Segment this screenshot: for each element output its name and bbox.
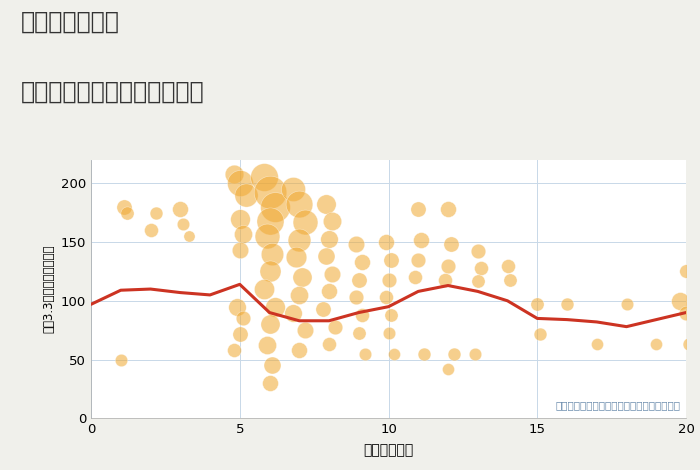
Point — [267, 250, 278, 258]
Point — [228, 346, 239, 354]
Point — [294, 201, 305, 208]
Point — [237, 230, 248, 237]
Point — [288, 309, 299, 316]
Point — [183, 233, 195, 240]
Point — [561, 301, 573, 308]
Point — [258, 174, 269, 181]
Point — [675, 297, 686, 305]
Point — [326, 270, 337, 277]
X-axis label: 駅距離（分）: 駅距離（分） — [363, 443, 414, 457]
Point — [353, 276, 364, 283]
Point — [413, 256, 424, 263]
Point — [440, 276, 451, 283]
Point — [175, 205, 186, 213]
Point — [416, 236, 427, 243]
Point — [472, 248, 483, 255]
Point — [383, 329, 394, 337]
Point — [264, 321, 275, 328]
Point — [356, 311, 368, 319]
Point — [359, 350, 370, 357]
Point — [321, 252, 332, 260]
Point — [270, 303, 281, 311]
Point — [445, 241, 456, 248]
Point — [326, 217, 337, 225]
Point — [264, 379, 275, 387]
Point — [231, 303, 242, 311]
Point — [228, 170, 239, 178]
Point — [350, 241, 361, 248]
Point — [317, 306, 328, 313]
Point — [442, 262, 454, 269]
Point — [294, 236, 305, 243]
Point — [532, 301, 543, 308]
Point — [323, 340, 335, 348]
Point — [380, 293, 391, 301]
Point — [410, 274, 421, 281]
Point — [234, 330, 246, 337]
Text: 円の大きさは、取引のあった物件面積を示す: 円の大きさは、取引のあった物件面積を示す — [555, 400, 680, 411]
Point — [353, 329, 364, 337]
Point — [300, 218, 311, 226]
Point — [356, 258, 368, 266]
Point — [386, 311, 397, 319]
Point — [234, 215, 246, 222]
Point — [472, 277, 483, 284]
Point — [261, 342, 272, 349]
Point — [321, 201, 332, 208]
Point — [350, 293, 361, 301]
Point — [389, 350, 400, 357]
Point — [329, 323, 340, 330]
Point — [591, 340, 602, 348]
Point — [264, 217, 275, 225]
Point — [413, 205, 424, 213]
Text: 大阪府樟葉駅の: 大阪府樟葉駅の — [21, 9, 120, 33]
Point — [505, 276, 516, 283]
Point — [380, 238, 391, 246]
Point — [264, 268, 275, 275]
Point — [323, 235, 335, 243]
Point — [535, 330, 546, 337]
Point — [442, 365, 454, 373]
Y-axis label: 坪（3.3㎡）単価（万円）: 坪（3.3㎡）単価（万円） — [42, 245, 55, 333]
Point — [258, 285, 269, 293]
Point — [448, 350, 459, 357]
Point — [442, 205, 454, 213]
Point — [383, 276, 394, 283]
Point — [121, 209, 132, 216]
Point — [294, 291, 305, 299]
Point — [621, 301, 632, 308]
Point — [683, 340, 694, 348]
Point — [290, 254, 302, 261]
Point — [150, 209, 162, 216]
Point — [288, 185, 299, 193]
Point — [469, 350, 480, 357]
Point — [267, 362, 278, 369]
Point — [323, 288, 335, 295]
Point — [680, 268, 692, 275]
Point — [297, 274, 308, 281]
Point — [680, 309, 692, 316]
Point — [264, 188, 275, 196]
Point — [261, 233, 272, 240]
Point — [475, 264, 486, 272]
Point — [386, 256, 397, 263]
Point — [300, 326, 311, 334]
Point — [270, 203, 281, 211]
Point — [145, 227, 156, 234]
Text: 駅距離別中古マンション価格: 駅距離別中古マンション価格 — [21, 80, 204, 104]
Point — [115, 356, 126, 363]
Point — [234, 180, 246, 187]
Point — [651, 340, 662, 348]
Point — [237, 315, 248, 322]
Point — [294, 346, 305, 354]
Point — [178, 221, 189, 228]
Point — [118, 203, 130, 211]
Point — [419, 350, 430, 357]
Point — [234, 246, 246, 254]
Point — [502, 262, 513, 269]
Point — [240, 191, 251, 199]
